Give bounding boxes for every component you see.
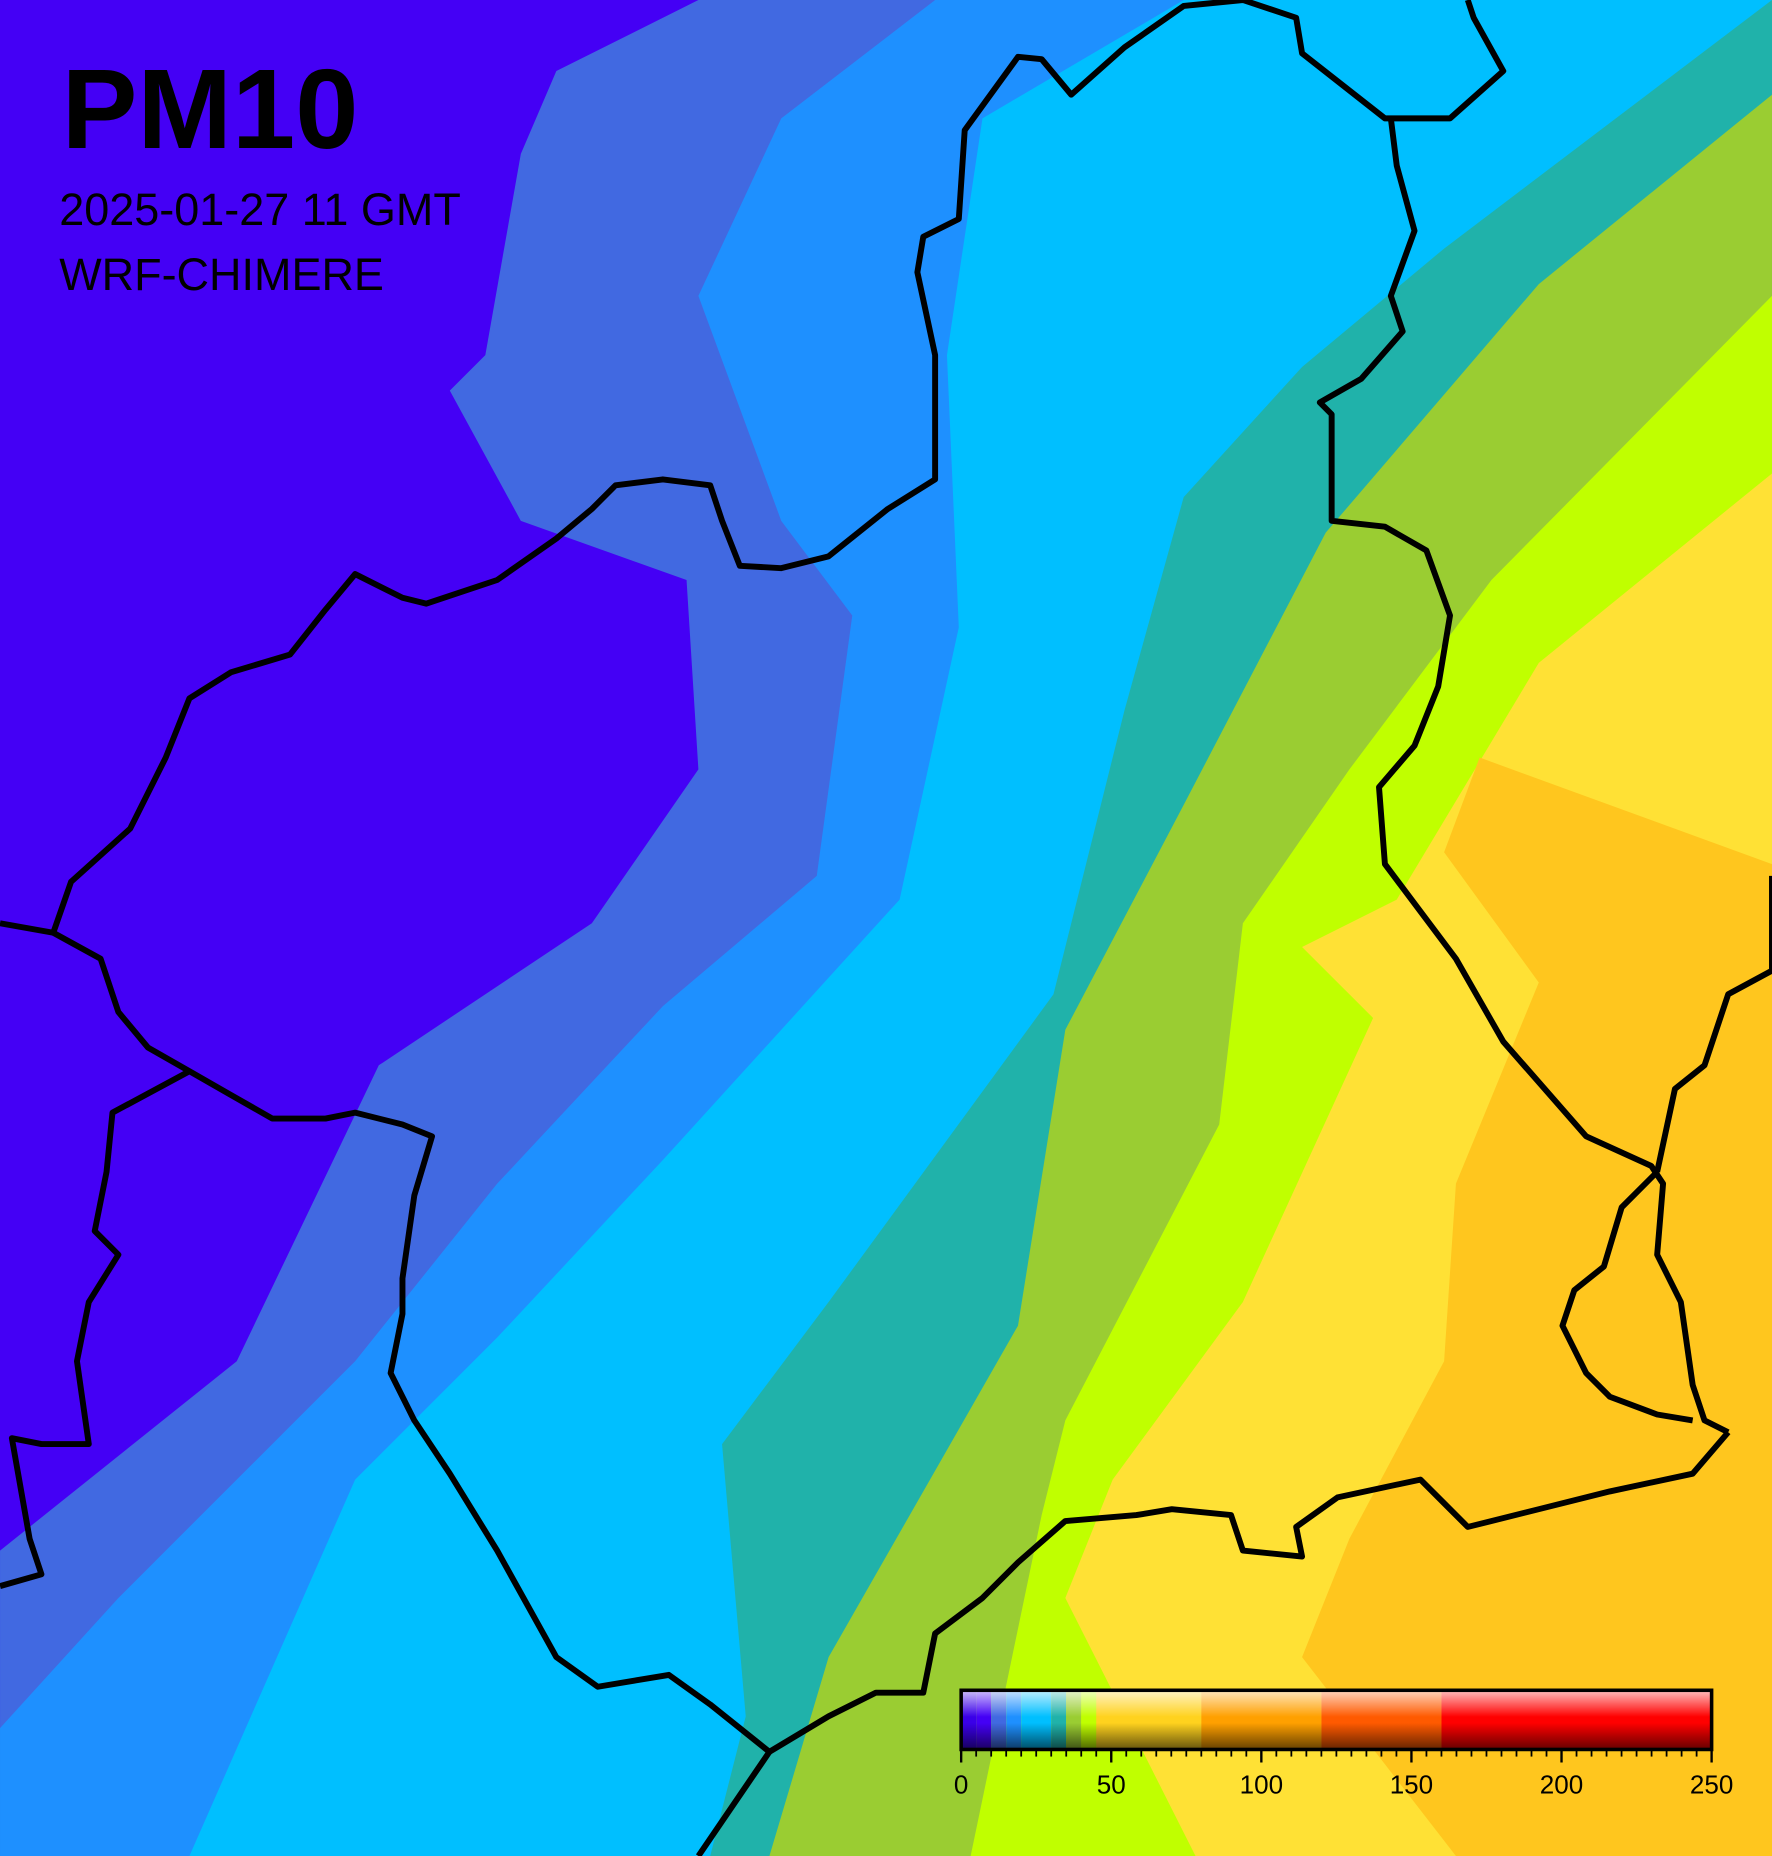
colorbar-tick-label: 250 [1690,1769,1733,1799]
model: WRF-CHIMERE [59,249,384,300]
date: 2025-01-27 11 GMT [59,184,461,235]
colorbar-tick-label: 50 [1097,1769,1126,1799]
colorbar-shade [961,1690,1712,1750]
title: PM10 [62,46,359,173]
border [1559,1169,1694,1424]
colorbar-tick-label: 200 [1540,1769,1583,1799]
border [0,1068,191,1589]
border [51,930,773,1856]
border [1316,118,1730,1435]
colorbar-tick-label: 150 [1390,1769,1433,1799]
colorbar-tick-label: 100 [1240,1769,1283,1799]
colorbar: 0 50 100 150 200 250 [954,1688,1733,1799]
border [0,0,1507,936]
border [767,1430,1731,1755]
field-band [1302,757,1772,1856]
colorbar-tick-label: 0 [954,1769,968,1799]
